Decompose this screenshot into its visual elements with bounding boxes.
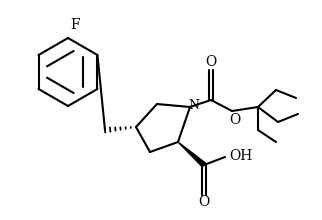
- Text: O: O: [198, 195, 210, 209]
- Text: O: O: [205, 55, 217, 69]
- Text: N: N: [188, 99, 200, 112]
- Text: F: F: [70, 18, 80, 32]
- Polygon shape: [178, 142, 206, 167]
- Text: O: O: [229, 113, 241, 127]
- Text: OH: OH: [229, 149, 253, 163]
